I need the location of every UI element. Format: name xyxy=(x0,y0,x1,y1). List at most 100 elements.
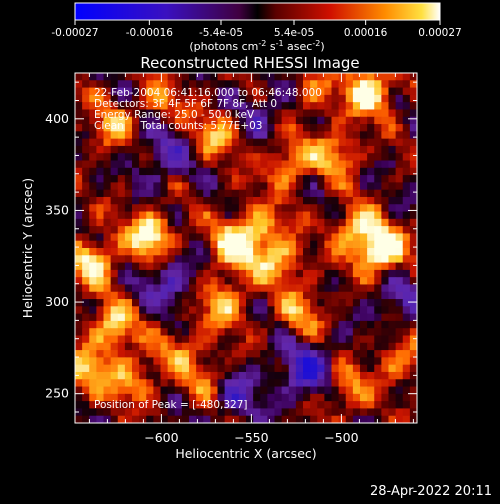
heatmap-cell xyxy=(174,357,183,366)
heatmap-cell xyxy=(217,328,226,337)
heatmap-cell xyxy=(317,408,325,417)
heatmap-cell xyxy=(103,204,112,213)
heatmap-cell xyxy=(189,320,197,329)
heatmap-cell xyxy=(196,175,204,183)
heatmap-cell xyxy=(189,160,197,169)
heatmap-cell xyxy=(409,87,417,96)
heatmap-cell xyxy=(117,175,126,183)
heatmap-cell xyxy=(317,386,325,395)
heatmap-cell xyxy=(281,371,290,380)
heatmap-cell xyxy=(117,182,126,191)
heatmap-cell xyxy=(210,364,219,373)
heatmap-cell xyxy=(181,379,190,388)
heatmap-cell xyxy=(75,277,83,286)
heatmap-cell xyxy=(374,80,382,89)
heatmap-cell xyxy=(367,357,375,366)
heatmap-cell xyxy=(246,145,254,154)
heatmap-cell xyxy=(117,350,126,358)
heatmap-cell xyxy=(246,167,254,176)
heatmap-cell xyxy=(224,342,233,351)
heatmap-cell xyxy=(253,393,261,402)
heatmap-cell xyxy=(181,189,190,198)
heatmap-cell xyxy=(132,211,140,220)
heatmap-cell xyxy=(210,335,219,344)
heatmap-cell xyxy=(153,255,162,264)
heatmap-cell xyxy=(367,248,375,256)
heatmap-cell xyxy=(117,357,126,366)
heatmap-cell xyxy=(103,109,112,118)
heatmap-cell xyxy=(196,386,204,395)
heatmap-cell xyxy=(409,291,417,300)
heatmap-cell xyxy=(110,167,119,176)
heatmap-cell xyxy=(196,116,204,125)
heatmap-cell xyxy=(303,109,311,118)
heatmap-cell xyxy=(189,313,197,322)
heatmap-cell xyxy=(295,131,304,140)
heatmap-cell xyxy=(381,233,390,242)
heatmap-cell xyxy=(117,415,126,423)
heatmap-cell xyxy=(124,109,133,118)
heatmap-cell xyxy=(96,138,105,147)
heatmap-cell xyxy=(246,211,254,220)
heatmap-cell xyxy=(174,277,183,286)
heatmap-cell xyxy=(360,218,368,227)
heatmap-cell xyxy=(345,284,354,293)
heatmap-cell xyxy=(217,299,226,307)
heatmap-cell xyxy=(274,87,283,96)
heatmap-cell xyxy=(395,320,404,329)
heatmap-cell xyxy=(317,102,325,111)
heatmap-cell xyxy=(203,226,211,235)
heatmap-cell xyxy=(139,401,147,410)
heatmap-cell xyxy=(388,189,397,198)
heatmap-cell xyxy=(388,73,397,81)
heatmap-cell xyxy=(288,284,297,293)
heatmap-cell xyxy=(388,233,397,242)
heatmap-cell xyxy=(395,291,404,300)
heatmap-cell xyxy=(360,73,368,81)
heatmap-cell xyxy=(146,320,154,329)
heatmap-cell xyxy=(388,240,397,249)
heatmap-cell xyxy=(246,408,254,417)
heatmap-cell xyxy=(381,87,390,96)
heatmap-cell xyxy=(189,73,197,81)
heatmap-cell xyxy=(295,379,304,388)
heatmap-cell xyxy=(132,196,140,205)
heatmap-cell xyxy=(338,248,347,256)
heatmap-cell xyxy=(288,342,297,351)
heatmap-cell xyxy=(246,415,254,423)
heatmap-cell xyxy=(260,153,268,162)
heatmap-cell xyxy=(352,175,361,183)
heatmap-cell xyxy=(267,175,276,183)
heatmap-cell xyxy=(160,167,169,176)
heatmap-cell xyxy=(288,175,297,183)
heatmap-cell xyxy=(367,87,375,96)
heatmap-cell xyxy=(238,124,247,132)
heatmap-cell xyxy=(189,401,197,410)
heatmap-cell xyxy=(139,277,147,286)
heatmap-cell xyxy=(246,284,254,293)
heatmap-cell xyxy=(324,196,333,205)
heatmap-cell xyxy=(281,124,290,132)
heatmap-cell xyxy=(367,167,375,176)
heatmap-cell xyxy=(381,277,390,286)
heatmap-cell xyxy=(317,94,325,103)
heatmap-cell xyxy=(246,131,254,140)
y-tick-label: 400 xyxy=(45,111,69,126)
heatmap-cell xyxy=(75,350,83,358)
heatmap-cell xyxy=(217,379,226,388)
heatmap-cell xyxy=(124,145,133,154)
heatmap-cell xyxy=(345,393,354,402)
heatmap-cell xyxy=(196,350,204,358)
heatmap-cell xyxy=(139,342,147,351)
heatmap-cell xyxy=(345,401,354,410)
heatmap-cell xyxy=(96,313,105,322)
heatmap-cell xyxy=(203,218,211,227)
heatmap-cell xyxy=(260,196,268,205)
heatmap-cell xyxy=(267,342,276,351)
heatmap-cell xyxy=(189,87,197,96)
heatmap-cell xyxy=(139,167,147,176)
heatmap-cell xyxy=(224,277,233,286)
heatmap-cell xyxy=(295,269,304,278)
heatmap-cell xyxy=(82,218,90,227)
heatmap-cell xyxy=(352,153,361,162)
